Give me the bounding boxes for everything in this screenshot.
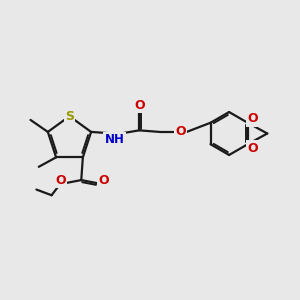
Text: O: O — [55, 174, 66, 187]
Text: S: S — [65, 110, 74, 123]
Text: O: O — [134, 99, 145, 112]
Text: O: O — [248, 112, 258, 125]
Text: O: O — [175, 125, 186, 138]
Text: O: O — [248, 142, 258, 154]
Text: NH: NH — [104, 133, 124, 146]
Text: O: O — [98, 174, 109, 187]
